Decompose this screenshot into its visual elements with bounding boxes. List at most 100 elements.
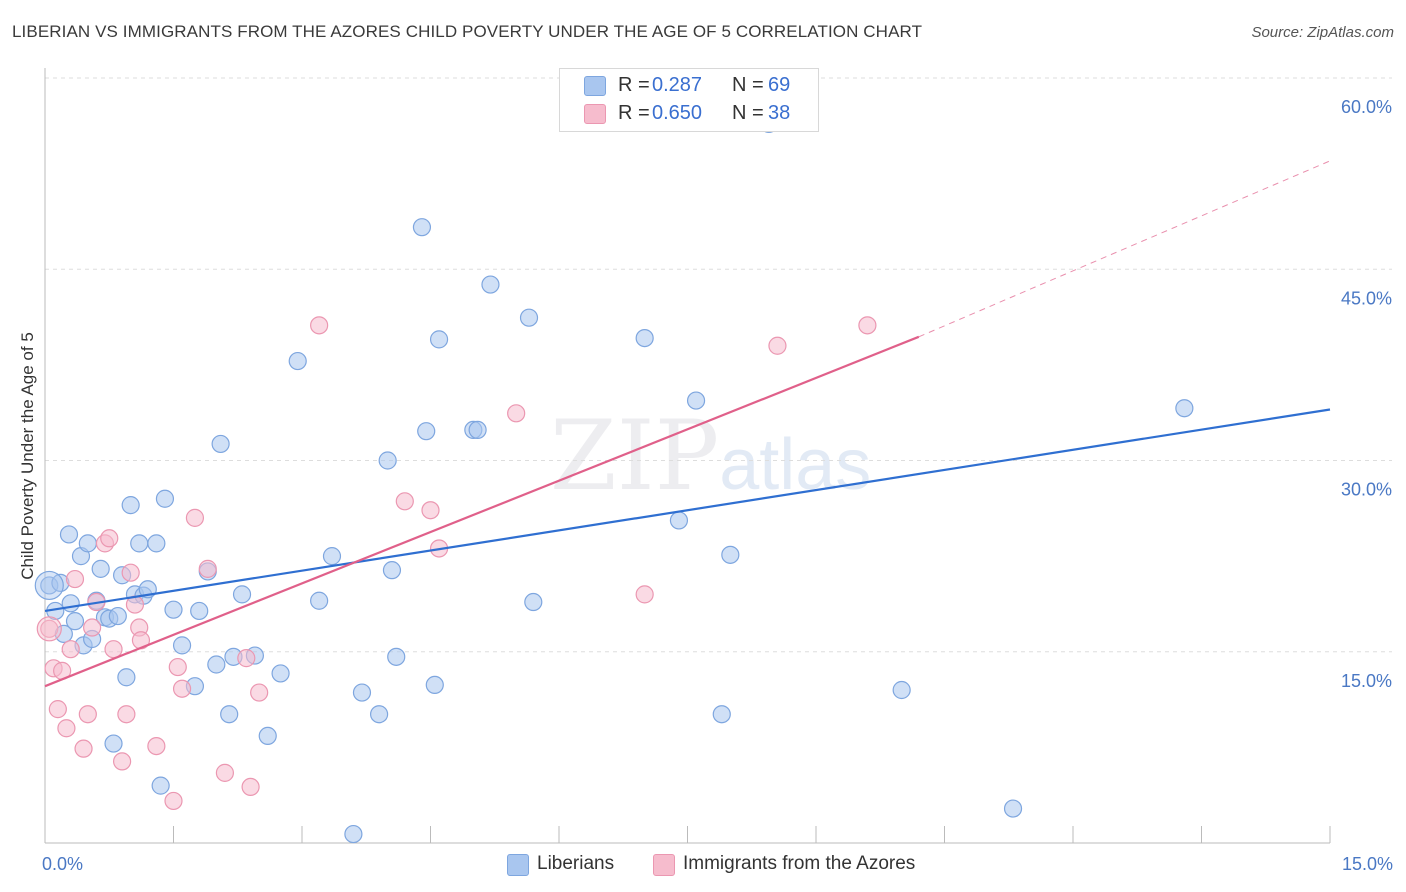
y-tick-label: 60.0% [1341,97,1392,117]
legend-swatch-blue [584,76,606,96]
liberians-point [288,351,307,371]
liberians-point [387,647,406,666]
azores-point [395,492,414,511]
liberians-point [892,680,911,700]
y-tick-label: 45.0% [1341,288,1392,308]
liberians-point [108,606,127,626]
liberians-point [519,308,539,327]
azores-point [164,791,183,811]
axes [44,68,1331,844]
liberians-point [211,434,230,454]
azores-point [768,336,787,355]
azores-point [117,705,136,724]
liberians-point [712,705,731,724]
liberians-point [151,776,170,795]
liberians-point [468,420,487,439]
trend-lines [44,160,1331,688]
liberians-point [190,601,209,621]
source-credit: Source: ZipAtlas.com [1251,24,1394,41]
liberians-point [322,547,342,566]
legend-n-value: 69 [768,74,791,96]
liberians-point [207,655,226,674]
y-tick-label: 15.0% [1341,671,1392,691]
liberians-point [61,594,80,613]
azores-point [241,777,260,797]
liberians-point [378,451,397,470]
azores-point [168,657,187,677]
azores-trend-line-extension [918,160,1331,338]
azores-point [185,508,205,527]
azores-point [36,616,62,642]
azores-point [507,404,526,423]
azores-point [57,719,76,738]
azores-point [147,736,166,756]
liberians-point [117,668,136,687]
azores-point [198,559,217,578]
liberians-point [686,391,706,410]
liberians-point [121,496,140,515]
liberians-point [1003,799,1023,818]
liberians-point [524,592,543,612]
liberians-point [721,545,740,564]
liberians-point [481,275,500,294]
watermark-zip: ZIP [550,400,720,512]
azores-point [100,529,119,548]
liberians-point [352,683,372,702]
liberians-point [164,600,183,619]
legend-swatch-liberians [507,854,529,876]
legend-n-value: 38 [768,102,791,124]
azores-trend-line [44,335,920,688]
liberians-point [417,422,436,441]
liberians-trend-line [44,408,1331,613]
series-legend: Liberians Immigrants from the Azores [0,852,1406,878]
liberians-point [344,824,363,844]
liberians-point [78,534,97,553]
azores-point [83,618,102,637]
azores-point [858,316,877,335]
liberians-point [65,612,85,631]
liberians-point [310,591,329,610]
legend-n-label: N = [732,102,764,124]
azores-point [65,569,85,589]
legend-swatch-azores [653,854,675,876]
liberians-point [232,585,252,604]
azores-point [215,763,234,782]
liberians-point [412,218,432,237]
y-axis-label: Child Poverty Under the Age of 5 [18,332,37,580]
liberians-point [258,726,277,746]
watermark: ZIPatlas [550,400,871,512]
liberians-point [635,329,654,348]
liberians-point [130,534,149,553]
azores-point [74,739,93,758]
legend-r-value: 0.650 [652,102,703,124]
series-azores-points [36,316,877,811]
azores-point [237,649,256,668]
x-tick-label: 0.0% [42,854,83,874]
legend-label-azores: Immigrants from the Azores [683,853,916,874]
azores-point [48,700,67,719]
azores-point [40,619,59,638]
liberians-point [172,636,192,655]
legend-swatch-pink [584,104,606,124]
legend-label-liberians: Liberians [537,853,615,874]
legend-n-label: N = [732,74,764,96]
liberians-point [147,534,166,553]
legend-r-label: R = [618,74,650,96]
legend-r-value: 0.287 [652,74,703,96]
azores-point [78,705,97,724]
correlation-legend: R = 0.287 N = 69 R = 0.650 N = 38 [559,68,819,132]
chart-title: LIBERIAN VS IMMIGRANTS FROM THE AZORES C… [12,22,923,41]
liberians-point [91,559,110,578]
azores-point [104,640,123,659]
liberians-point [425,675,444,695]
liberians-point [104,734,123,753]
azores-point [121,563,140,582]
azores-point [310,316,329,335]
liberians-point [370,705,389,724]
azores-point [421,501,440,520]
watermark-atlas: atlas [719,425,872,505]
azores-point [172,679,192,698]
liberians-point [429,330,449,349]
liberians-point [382,561,402,580]
